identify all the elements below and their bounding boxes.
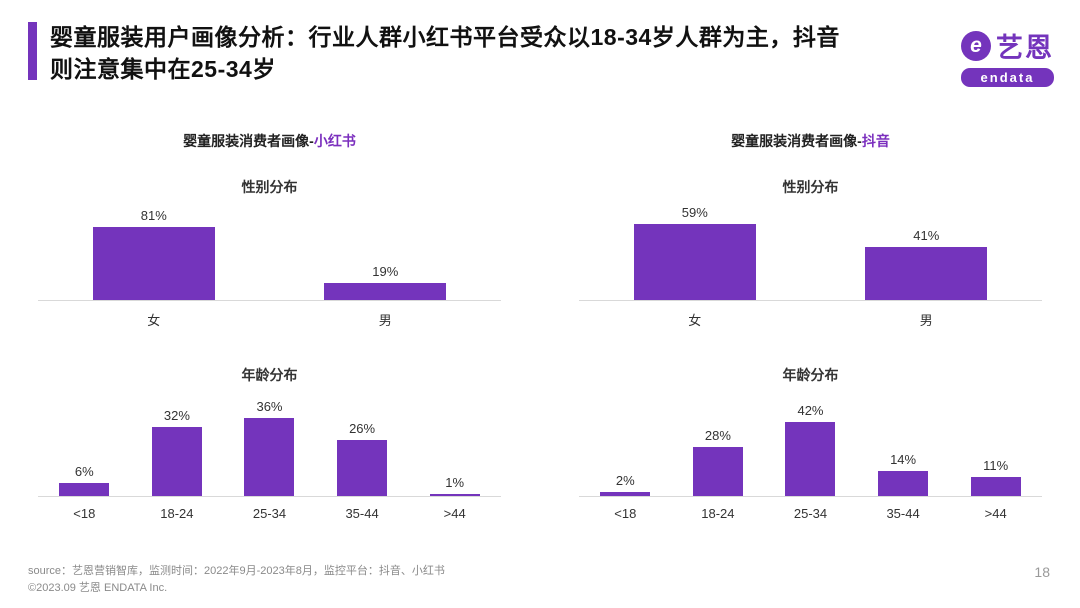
bar-value-label: 81%	[140, 208, 167, 223]
slide-title-line2: 则注意集中在25-34岁	[50, 55, 276, 82]
endata-logo-top: e 艺恩	[961, 26, 1054, 65]
bar-column: 26%	[316, 421, 409, 496]
bar-value-label: 36%	[256, 399, 283, 414]
bar	[600, 492, 651, 496]
age-chart-douyin: 年龄分布 2% 28% 42% 14% 11% <18 18-24 25-34 35-44 >4…	[579, 365, 1042, 521]
category-label: 18-24	[160, 506, 194, 521]
bar-column: 19%	[270, 264, 502, 300]
bar	[151, 427, 202, 496]
category-label: 18-24	[701, 506, 735, 521]
panel-title-platform: 小红书	[313, 133, 356, 149]
age-categories-douyin: <18 18-24 25-34 35-44 >44	[579, 497, 1042, 521]
gender-plot-xiaohongshu: 81% 19%	[38, 197, 501, 301]
age-plot-douyin: 2% 28% 42% 14% 11%	[579, 385, 1042, 497]
category-label: 女	[688, 313, 702, 328]
gender-chart-douyin: 性别分布 59% 41% 女男	[579, 177, 1042, 329]
category-label: 男	[919, 313, 933, 328]
bar	[970, 477, 1021, 496]
bar-column: 42%	[764, 403, 857, 496]
age-categories-xiaohongshu: <18 18-24 25-34 35-44 >44	[38, 497, 501, 521]
category-label: 女	[147, 313, 161, 328]
bar-column: 6%	[38, 464, 131, 496]
bar-value-label: 41%	[913, 228, 940, 243]
bar-value-label: 14%	[890, 452, 917, 467]
bar-value-label: 28%	[704, 428, 731, 443]
source-note: source：艺恩营销智库，监测时间：2022年9月-2023年8月，监控平台：…	[28, 565, 445, 577]
bar-value-label: 11%	[983, 458, 1009, 473]
endata-logo: e 艺恩 endata	[961, 22, 1054, 87]
category-label: >44	[984, 506, 1007, 521]
chart-panels: 婴童服装消费者画像-小红书 性别分布 81% 19% 女男 年龄分布 6% 32% 3…	[0, 131, 1080, 521]
bar	[324, 283, 447, 300]
bar-column: 36%	[223, 399, 316, 496]
endata-logo-cn: 艺恩	[996, 33, 1054, 63]
endata-logo-icon: e	[961, 30, 991, 61]
age-plot-xiaohongshu: 6% 32% 36% 26% 1%	[38, 385, 501, 497]
bar-column: 28%	[672, 428, 765, 496]
panel-xiaohongshu: 婴童服装消费者画像-小红书 性别分布 81% 19% 女男 年龄分布 6% 32% 3…	[38, 131, 501, 521]
chart-title-age: 年龄分布	[241, 367, 298, 383]
bar	[692, 447, 743, 496]
category-label: <18	[73, 506, 96, 521]
bar-column: 41%	[811, 228, 1043, 300]
bar-column: 32%	[131, 408, 224, 496]
bar	[337, 440, 388, 496]
bar	[785, 422, 836, 496]
slide-header: 婴童服装用户画像分析：行业人群小红书平台受众以18-34岁人群为主，抖音 则注意…	[0, 0, 1080, 87]
panel-title-xiaohongshu: 婴童服装消费者画像-小红书	[38, 131, 501, 151]
category-label: >44	[443, 506, 466, 521]
bar	[633, 224, 756, 300]
slide-title: 婴童服装用户画像分析：行业人群小红书平台受众以18-34岁人群为主，抖音 则注意…	[50, 22, 945, 85]
slide-title-line1: 婴童服装用户画像分析：行业人群小红书平台受众以18-34岁人群为主，抖音	[50, 24, 840, 50]
bar-column: 1%	[408, 475, 501, 496]
bar	[865, 247, 988, 300]
bar-value-label: 59%	[681, 205, 708, 220]
gender-categories-xiaohongshu: 女男	[38, 301, 501, 329]
bar-value-label: 2%	[615, 473, 635, 488]
bar-value-label: 26%	[349, 421, 376, 436]
bar	[878, 471, 929, 496]
category-label: 35-44	[886, 506, 920, 521]
chart-title-gender: 性别分布	[782, 179, 839, 195]
bar-column: 2%	[579, 473, 672, 496]
bar-column: 11%	[949, 458, 1042, 496]
bar	[429, 494, 480, 496]
chart-title-age: 年龄分布	[782, 367, 839, 383]
slide-footer: source：艺恩营销智库，监测时间：2022年9月-2023年8月，监控平台：…	[28, 563, 445, 596]
bar-value-label: 6%	[74, 464, 94, 479]
copyright-note: ©2023.09 艺恩 ENDATA Inc.	[28, 581, 168, 594]
age-chart-xiaohongshu: 年龄分布 6% 32% 36% 26% 1% <18 18-24 25-34 35-44 >44	[38, 365, 501, 521]
bar-column: 81%	[38, 208, 270, 300]
bar-value-label: 42%	[797, 403, 824, 418]
gender-chart-xiaohongshu: 性别分布 81% 19% 女男	[38, 177, 501, 329]
bar	[244, 418, 295, 496]
bar	[92, 227, 215, 300]
category-label: 35-44	[345, 506, 379, 521]
panel-douyin: 婴童服装消费者画像-抖音 性别分布 59% 41% 女男 年龄分布 2% 28% 42…	[579, 131, 1042, 521]
endata-logo-en: endata	[961, 68, 1054, 87]
category-label: <18	[614, 506, 637, 521]
category-label: 25-34	[793, 506, 828, 521]
bar-column: 59%	[579, 205, 811, 300]
title-accent-bar	[28, 22, 37, 80]
panel-title-douyin: 婴童服装消费者画像-抖音	[579, 131, 1042, 151]
bar-value-label: 19%	[372, 264, 399, 279]
bar-value-label: 1%	[445, 475, 465, 490]
page-number: 18	[1034, 564, 1050, 580]
panel-title-platform: 抖音	[861, 133, 890, 149]
panel-title-prefix: 婴童服装消费者画像-	[731, 133, 862, 149]
panel-title-prefix: 婴童服装消费者画像-	[183, 133, 314, 149]
gender-plot-douyin: 59% 41%	[579, 197, 1042, 301]
bar-column: 14%	[857, 452, 950, 496]
bar-value-label: 32%	[163, 408, 190, 423]
category-label: 25-34	[252, 506, 287, 521]
category-label: 男	[378, 313, 392, 328]
bar	[59, 483, 110, 496]
gender-categories-douyin: 女男	[579, 301, 1042, 329]
chart-title-gender: 性别分布	[241, 179, 298, 195]
